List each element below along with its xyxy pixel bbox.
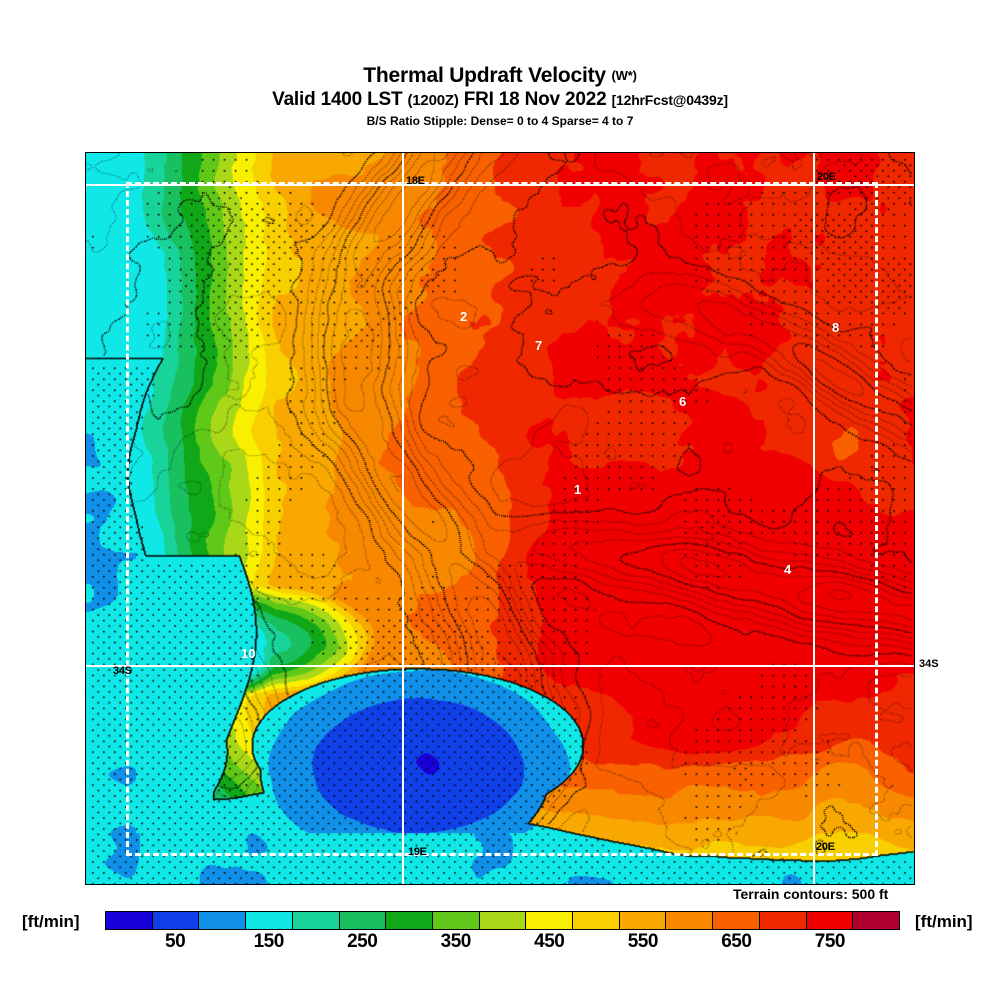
station-label-8: 8: [832, 320, 840, 335]
graticule-label-20e: 20E: [817, 171, 836, 183]
colorbar-swatch-5: [339, 912, 387, 929]
terrain-contour-note: Terrain contours: 500 ft: [733, 886, 889, 902]
main-title-variable: (W*): [611, 68, 637, 83]
colorbar-tick-550: 550: [627, 931, 659, 952]
colorbar-tick-150: 150: [253, 931, 285, 952]
main-title-text: Thermal Updraft Velocity: [363, 64, 606, 87]
axis-label-34s-right: 34S: [919, 658, 939, 670]
colorbar-swatch-9: [526, 912, 574, 929]
thermal-velocity-raster: [86, 153, 914, 884]
colorbar-tick-50: 50: [165, 931, 186, 952]
colorbar-swatch-2: [199, 912, 247, 929]
colorbar-unit-left: [ft/min]: [22, 912, 80, 931]
valid-time-line: Valid 1400 LST (1200Z) FRI 18 Nov 2022 […: [0, 88, 1000, 113]
colorbar-tick-labels: 50 150 250 350 450 550 650 750: [105, 931, 900, 957]
parallel-34s: [86, 665, 914, 667]
colorbar-tick-750: 750: [814, 931, 846, 952]
graticule-label-19e: 19E: [408, 846, 427, 858]
colorbar-swatch-14: [759, 912, 807, 929]
forecast-domain-box: [126, 182, 878, 856]
colorbar-swatch-15: [806, 912, 854, 929]
colorbar-tick-350: 350: [440, 931, 472, 952]
valid-local-time: Valid 1400 LST: [272, 89, 403, 110]
station-label-7: 7: [535, 338, 543, 353]
title-block: Thermal Updraft Velocity (W*) Valid 1400…: [0, 64, 1000, 129]
colorbar-swatch-4: [292, 912, 340, 929]
colorbar-swatch-7: [432, 912, 480, 929]
colorbar-swatches[interactable]: [105, 911, 900, 930]
parallel-33s: [86, 184, 914, 186]
meridian-20e: [813, 153, 815, 884]
colorbar-swatch-13: [713, 912, 760, 929]
page-title: Thermal Updraft Velocity (W*): [0, 64, 1000, 88]
colorbar-swatch-3: [246, 912, 293, 929]
colorbar-swatch-1: [152, 912, 200, 929]
colorbar-swatch-8: [479, 912, 527, 929]
graticule-label-18e: 18E: [406, 175, 425, 187]
map-plot-area[interactable]: 18E 20E 19E 20E 34S 2 7 6 8 1 4 10: [85, 152, 915, 885]
colorbar-tick-450: 450: [534, 931, 565, 952]
forecast-tag: [12hrFcst@0439z]: [611, 92, 728, 108]
valid-date: FRI 18 Nov 2022: [463, 89, 607, 110]
graticule-label-20e: 20E: [816, 841, 835, 853]
station-label-4: 4: [784, 562, 792, 577]
colorbar-tick-250: 250: [347, 931, 378, 952]
colorbar-swatch-11: [619, 912, 667, 929]
valid-zulu-time: (1200Z): [407, 92, 459, 109]
station-label-6: 6: [679, 394, 687, 409]
station-label-10: 10: [241, 646, 256, 661]
colorbar-swatch-10: [573, 912, 620, 929]
colorbar-swatch-6: [386, 912, 433, 929]
colorbar-swatch-16: [853, 912, 899, 929]
station-label-2: 2: [460, 309, 468, 324]
colorbar-swatch-12: [666, 912, 714, 929]
colorbar-legend: [ft/min] [ft/min] 50 150 250 350 450 550 650 75…: [0, 908, 1000, 968]
stipple-legend-note: B/S Ratio Stipple: Dense= 0 to 4 Sparse=…: [366, 114, 634, 128]
graticule-label-34s: 34S: [113, 665, 132, 677]
colorbar-swatch-0: [106, 912, 153, 929]
station-label-1: 1: [574, 482, 582, 497]
meridian-18e: [402, 153, 404, 884]
colorbar-unit-right: [ft/min]: [915, 912, 973, 931]
colorbar-tick-650: 650: [721, 931, 752, 952]
